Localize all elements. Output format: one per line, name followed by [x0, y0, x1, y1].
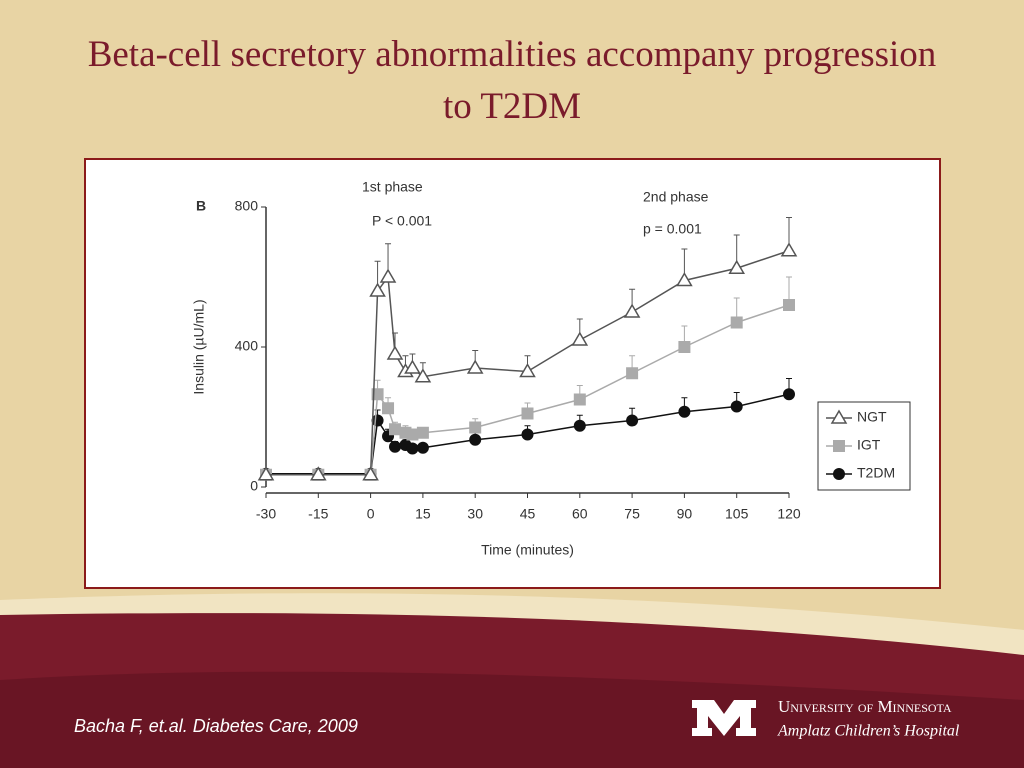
wave-dark — [0, 671, 1024, 768]
marker — [519, 363, 536, 378]
marker — [521, 407, 534, 420]
legend-label: T2DM — [857, 465, 895, 481]
logo-name: University of Minnesota — [778, 697, 952, 716]
x-tick-label: -30 — [256, 506, 276, 522]
y-tick-label: 800 — [235, 198, 259, 214]
legend: NGT IGT T2DM — [817, 401, 911, 491]
annotation: 1st phase — [362, 179, 423, 195]
marker — [389, 423, 402, 436]
marker — [626, 367, 639, 380]
legend-marker — [833, 468, 845, 480]
y-tick-label: 0 — [250, 478, 258, 494]
annotation: p = 0.001 — [643, 221, 702, 237]
legend-marker — [833, 440, 845, 452]
legend-marker — [830, 409, 848, 424]
marker — [469, 421, 482, 434]
marker — [571, 331, 589, 346]
marker — [416, 441, 429, 454]
x-tick-label: 90 — [677, 506, 693, 522]
marker — [406, 428, 419, 441]
marker — [678, 405, 691, 418]
chart: 0 400 800 -30 -15 0 15 30 45 60 75 90 105 120 Time (mi… — [191, 179, 911, 558]
x-tick-label: 30 — [467, 506, 483, 522]
marker — [389, 440, 402, 453]
marker — [676, 272, 693, 287]
x-tick-label: 105 — [725, 506, 749, 522]
logo-subtitle: Amplatz Children’s Hospital — [777, 723, 960, 740]
legend-label: NGT — [857, 409, 887, 425]
marker — [626, 414, 639, 427]
marker — [783, 388, 795, 401]
marker — [257, 466, 275, 481]
legend-label: IGT — [857, 437, 881, 453]
marker — [362, 466, 379, 481]
x-tick-label: 0 — [367, 506, 375, 522]
annotation: 2nd phase — [643, 189, 709, 205]
marker — [382, 402, 395, 415]
marker — [416, 426, 429, 439]
x-tick-label: 120 — [777, 506, 801, 522]
marker — [780, 242, 798, 257]
panel-label: B — [196, 198, 206, 214]
citation: Bacha F, et.al. Diabetes Care, 2009 — [74, 716, 358, 736]
marker — [521, 428, 534, 441]
annotation: P < 0.001 — [372, 213, 432, 229]
marker — [730, 400, 743, 413]
marker — [379, 268, 397, 283]
marker — [406, 442, 419, 455]
x-tick-label: 45 — [520, 506, 536, 522]
x-tick-label: 60 — [572, 506, 588, 522]
marker — [728, 259, 746, 274]
marker — [466, 359, 484, 374]
marker — [469, 433, 482, 446]
marker — [730, 316, 743, 329]
marker — [386, 345, 404, 360]
marker — [783, 299, 795, 311]
marker — [414, 368, 432, 383]
marker — [309, 466, 327, 481]
y-axis-label: Insulin (µU/mL) — [191, 299, 207, 394]
marker — [623, 303, 641, 318]
marker — [404, 359, 421, 374]
marker — [573, 393, 586, 406]
marker — [371, 388, 384, 401]
y-tick-label: 400 — [235, 338, 259, 354]
marker — [678, 341, 691, 353]
logo-m — [692, 700, 756, 736]
x-tick-label: -15 — [308, 506, 328, 522]
x-tick-label: 15 — [415, 506, 431, 522]
marker — [573, 419, 586, 432]
x-axis-label: Time (minutes) — [481, 542, 574, 558]
x-tick-label: 75 — [624, 506, 640, 522]
chart-panel — [84, 158, 941, 589]
title-line: Beta-cell secretory abnormalities accomp… — [88, 34, 937, 127]
marker — [369, 282, 386, 297]
